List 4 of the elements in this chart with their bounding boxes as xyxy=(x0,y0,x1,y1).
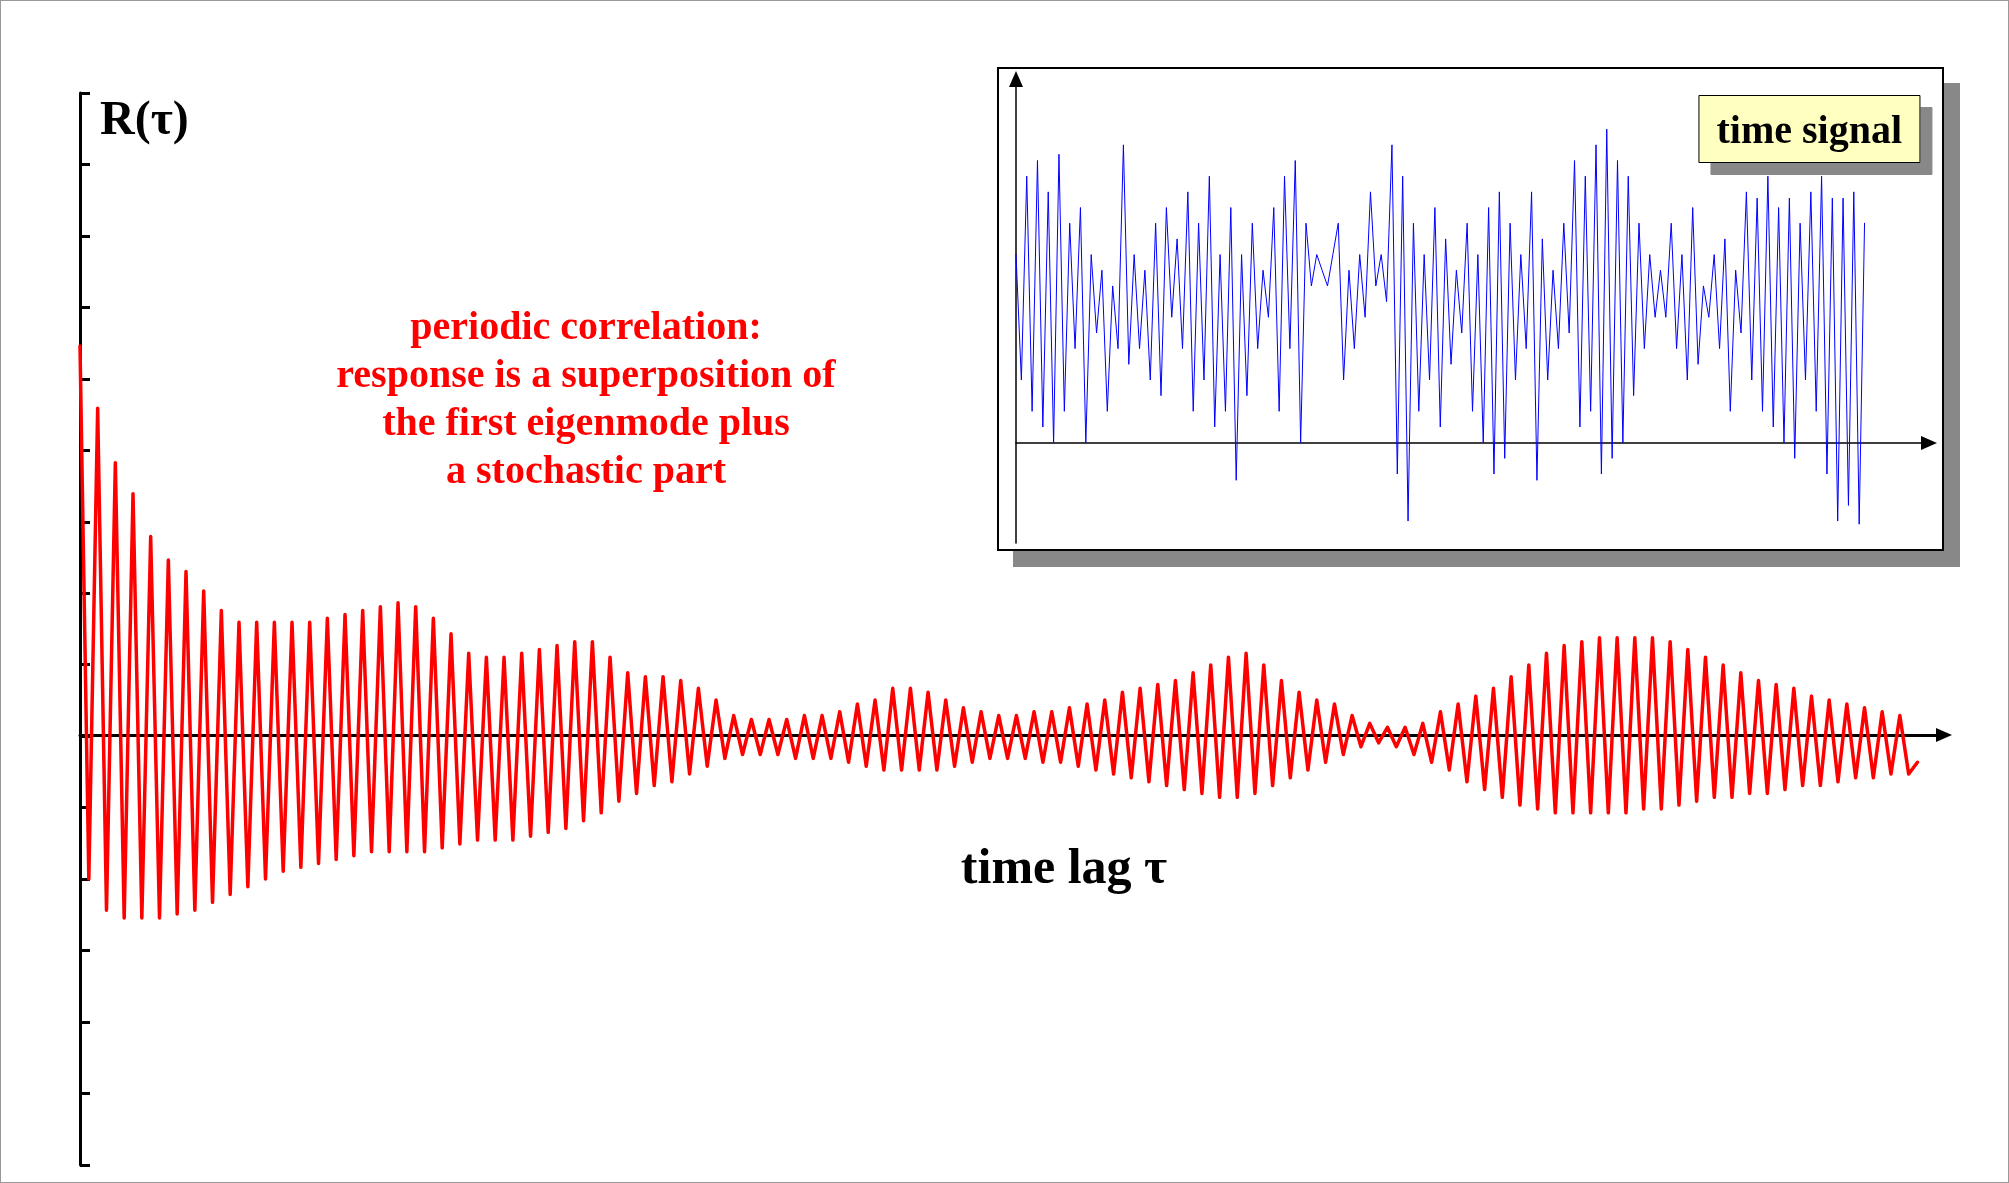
annotation: periodic correlation: response is a superposition of the first eigenmode plus a stochastic part xyxy=(336,302,837,492)
x-axis-title: time lag τ xyxy=(960,838,1168,894)
chart-title: time signal xyxy=(1716,106,1902,152)
y-axis-title: R(τ) xyxy=(100,90,189,145)
